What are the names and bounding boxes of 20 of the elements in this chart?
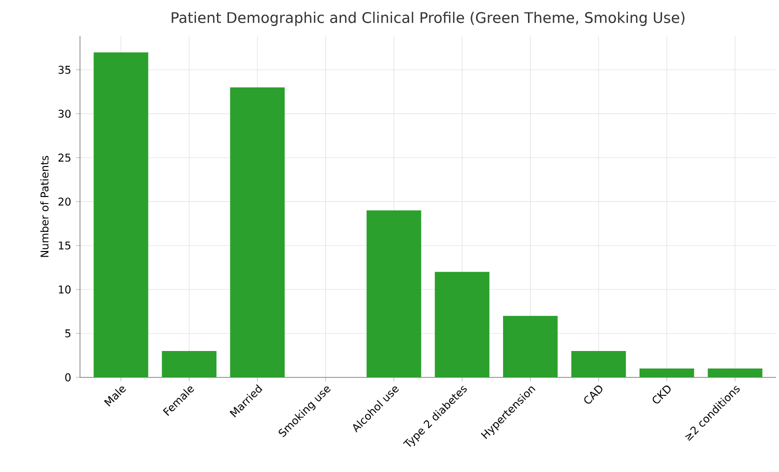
bar	[640, 368, 694, 378]
y-tick-label: 0	[65, 373, 71, 382]
bar	[434, 272, 490, 378]
y-axis-title: Number of Patients	[40, 156, 49, 257]
y-tick-label: 5	[65, 329, 70, 338]
bar	[503, 316, 558, 378]
y-tick-label: 25	[58, 154, 70, 162]
y-tick-label: 20	[58, 198, 71, 206]
y-tick-label: 15	[58, 242, 70, 250]
y-tick-label: 35	[58, 66, 70, 74]
bar	[366, 210, 422, 378]
bar	[571, 350, 626, 378]
bar	[708, 368, 762, 378]
x-tick-label: CKD	[652, 386, 671, 404]
chart-title: Patient Demographic and Clinical Profile (Green Theme, Smoking Use)	[172, 12, 684, 26]
bar	[94, 52, 148, 378]
y-tick-label: 10	[58, 285, 71, 294]
bar	[230, 87, 285, 378]
bar	[162, 350, 216, 378]
y-tick-label: 30	[58, 110, 71, 118]
